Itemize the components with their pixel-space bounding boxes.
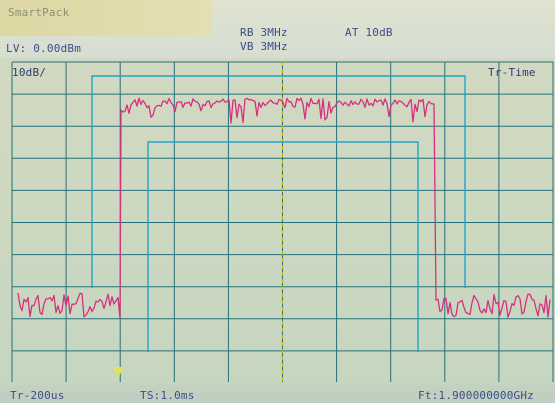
- center-frequency-readout: Ft:1.900000000GHz: [418, 389, 534, 402]
- rbw-readout: RB 3MHz: [240, 26, 288, 39]
- mode-label: SmartPack: [8, 6, 70, 19]
- mode-tab[interactable]: [0, 0, 212, 36]
- burst-mask: [91, 75, 466, 352]
- footer-panel: [0, 382, 555, 403]
- attenuation-readout: AT 10dB: [345, 26, 393, 39]
- time-span-readout: TS:1.0ms: [140, 389, 195, 402]
- mask-outer: [91, 75, 466, 288]
- trigger-marker-shape: [113, 367, 124, 378]
- trace-mode-readout: Tr-Time: [488, 66, 536, 79]
- trigger-marker-icon[interactable]: [112, 366, 126, 380]
- ref-level-readout: LV: 0.00dBm: [6, 42, 82, 55]
- vbw-readout: VB 3MHz: [240, 40, 288, 53]
- sweep-time-readout: Tr-200us: [10, 389, 65, 402]
- scale-readout: 10dB/: [12, 66, 47, 79]
- signal-trace: [17, 97, 551, 319]
- mask-inner: [147, 141, 419, 352]
- graticule: [11, 61, 554, 384]
